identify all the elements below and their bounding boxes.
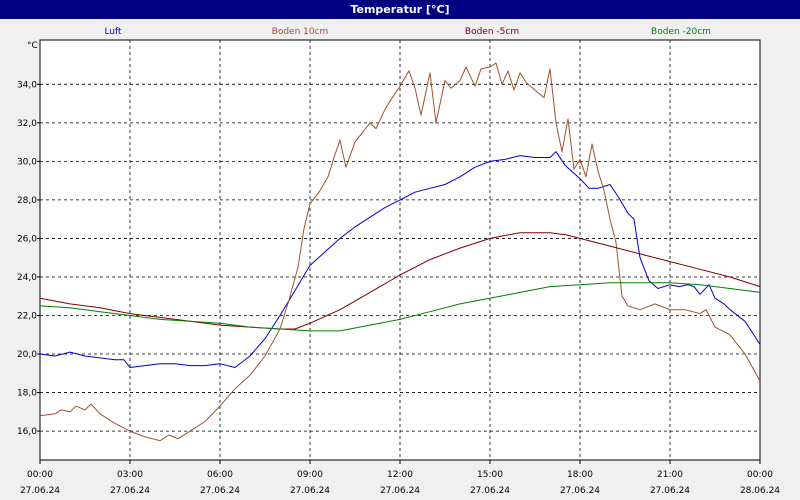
y-axis-unit: °C: [27, 41, 38, 51]
legend-entry: Luft: [104, 27, 122, 37]
x-tick-time-label: 12:00: [387, 470, 413, 480]
x-tick-time-label: 06:00: [207, 470, 233, 480]
y-tick-label: 24,0: [17, 273, 37, 283]
series-line-boden-5cm: [39, 232, 761, 330]
y-tick-label: 20,0: [17, 350, 37, 360]
x-tick-date-label: 27.06.24: [650, 486, 690, 496]
y-tick-label: 30,0: [17, 157, 37, 167]
series-lines: [39, 62, 761, 442]
axes: 16,0 18,0 20,0 22,0 24,0 26,0 28,0 30,0 32,0 34,0…: [17, 80, 780, 496]
x-tick-date-label: 27.06.24: [470, 486, 510, 496]
x-tick-time-label: 15:00: [477, 470, 503, 480]
chart-title: Temperatur [°C]: [350, 3, 449, 16]
x-tick-date-label: 27.06.24: [290, 486, 330, 496]
x-tick-date-label: 27.06.24: [200, 486, 240, 496]
y-tick-label: 34,0: [17, 80, 37, 90]
legend: Luft Boden 10cm Boden -5cm Boden -20cm: [104, 27, 711, 37]
x-tick-date-label: 27.06.24: [560, 486, 600, 496]
x-tick-time-label: 03:00: [117, 470, 143, 480]
legend-entry: Boden 10cm: [272, 27, 329, 37]
title-bar: [0, 0, 800, 19]
x-tick-date-label: 27.06.24: [380, 486, 420, 496]
series-line-boden-10cm: [39, 62, 761, 442]
x-tick-time-label: 18:00: [567, 470, 593, 480]
x-tick-date-label: 28.06.24: [740, 486, 780, 496]
y-tick-label: 22,0: [17, 312, 37, 322]
legend-entry: Boden -5cm: [465, 27, 519, 37]
y-tick-label: 28,0: [17, 196, 37, 206]
x-tick-time-label: 21:00: [657, 470, 683, 480]
grid-lines: [40, 40, 760, 460]
series-line-boden-20cm: [39, 282, 761, 332]
x-tick-time-label: 00:00: [747, 470, 773, 480]
y-tick-label: 32,0: [17, 119, 37, 129]
x-tick-time-label: 00:00: [27, 470, 53, 480]
x-tick-time-label: 09:00: [297, 470, 323, 480]
y-tick-label: 18,0: [17, 389, 37, 399]
legend-entry: Boden -20cm: [651, 27, 711, 37]
y-tick-label: 26,0: [17, 234, 37, 244]
x-tick-date-label: 27.06.24: [110, 486, 150, 496]
series-line-luft: [39, 151, 761, 368]
y-tick-label: 16,0: [17, 427, 37, 437]
x-tick-date-label: 27.06.24: [20, 486, 60, 496]
